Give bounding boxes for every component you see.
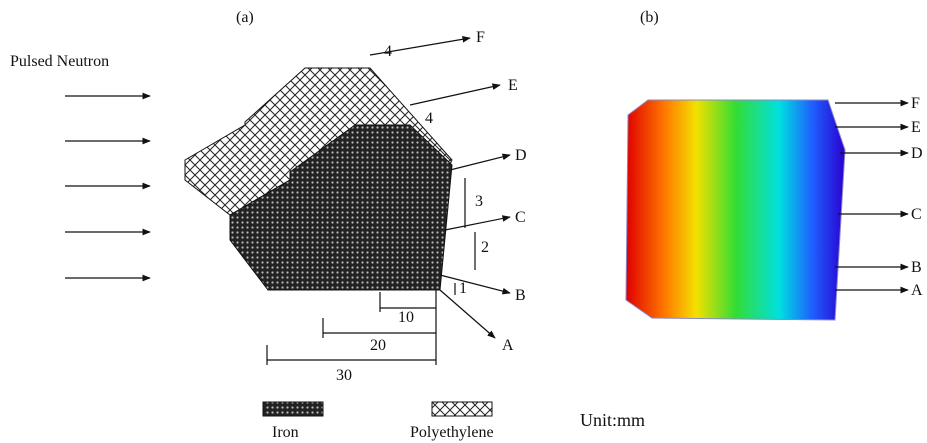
point-label: E	[508, 77, 518, 94]
point-label: D	[515, 147, 527, 164]
dimension-label: 10	[398, 309, 414, 326]
legend-swatch	[432, 402, 492, 416]
panel-label: (a)	[236, 9, 254, 26]
source-label: Pulsed Neutron	[10, 53, 109, 70]
simulation-model	[626, 100, 845, 320]
arrow	[450, 155, 510, 170]
panel-label: (b)	[640, 9, 659, 26]
dimension-label: 1	[459, 280, 467, 297]
dimension-label: 3	[475, 193, 483, 210]
dimension-label: 4	[425, 110, 433, 127]
point-label: C	[515, 209, 526, 226]
arrow	[440, 290, 495, 338]
dimension-label: 20	[370, 337, 386, 354]
point-label: A	[502, 337, 514, 354]
dimension-label: 30	[336, 367, 352, 384]
point-label: C	[911, 206, 922, 223]
legend-label: Iron	[272, 424, 299, 441]
figure: (a) Pulsed Neutron F E D C B A 4 4 3 2 1…	[0, 0, 927, 443]
dimension-label: 2	[481, 239, 489, 256]
point-label: A	[911, 282, 923, 299]
point-label: E	[911, 119, 921, 136]
point-label: F	[911, 95, 920, 112]
arrow	[410, 85, 500, 105]
neutron-arrows	[65, 96, 150, 278]
legend-label: Polyethylene	[410, 424, 494, 441]
dimension-label: 4	[384, 43, 392, 60]
unit-label: Unit:mm	[580, 410, 645, 430]
point-label: F	[476, 29, 485, 46]
legend-swatch	[263, 402, 323, 416]
point-label: B	[515, 287, 526, 304]
detector-arrows	[835, 103, 908, 290]
arrow	[440, 275, 510, 293]
arrow	[445, 217, 510, 230]
point-label: B	[911, 259, 922, 276]
point-label: D	[911, 145, 923, 162]
